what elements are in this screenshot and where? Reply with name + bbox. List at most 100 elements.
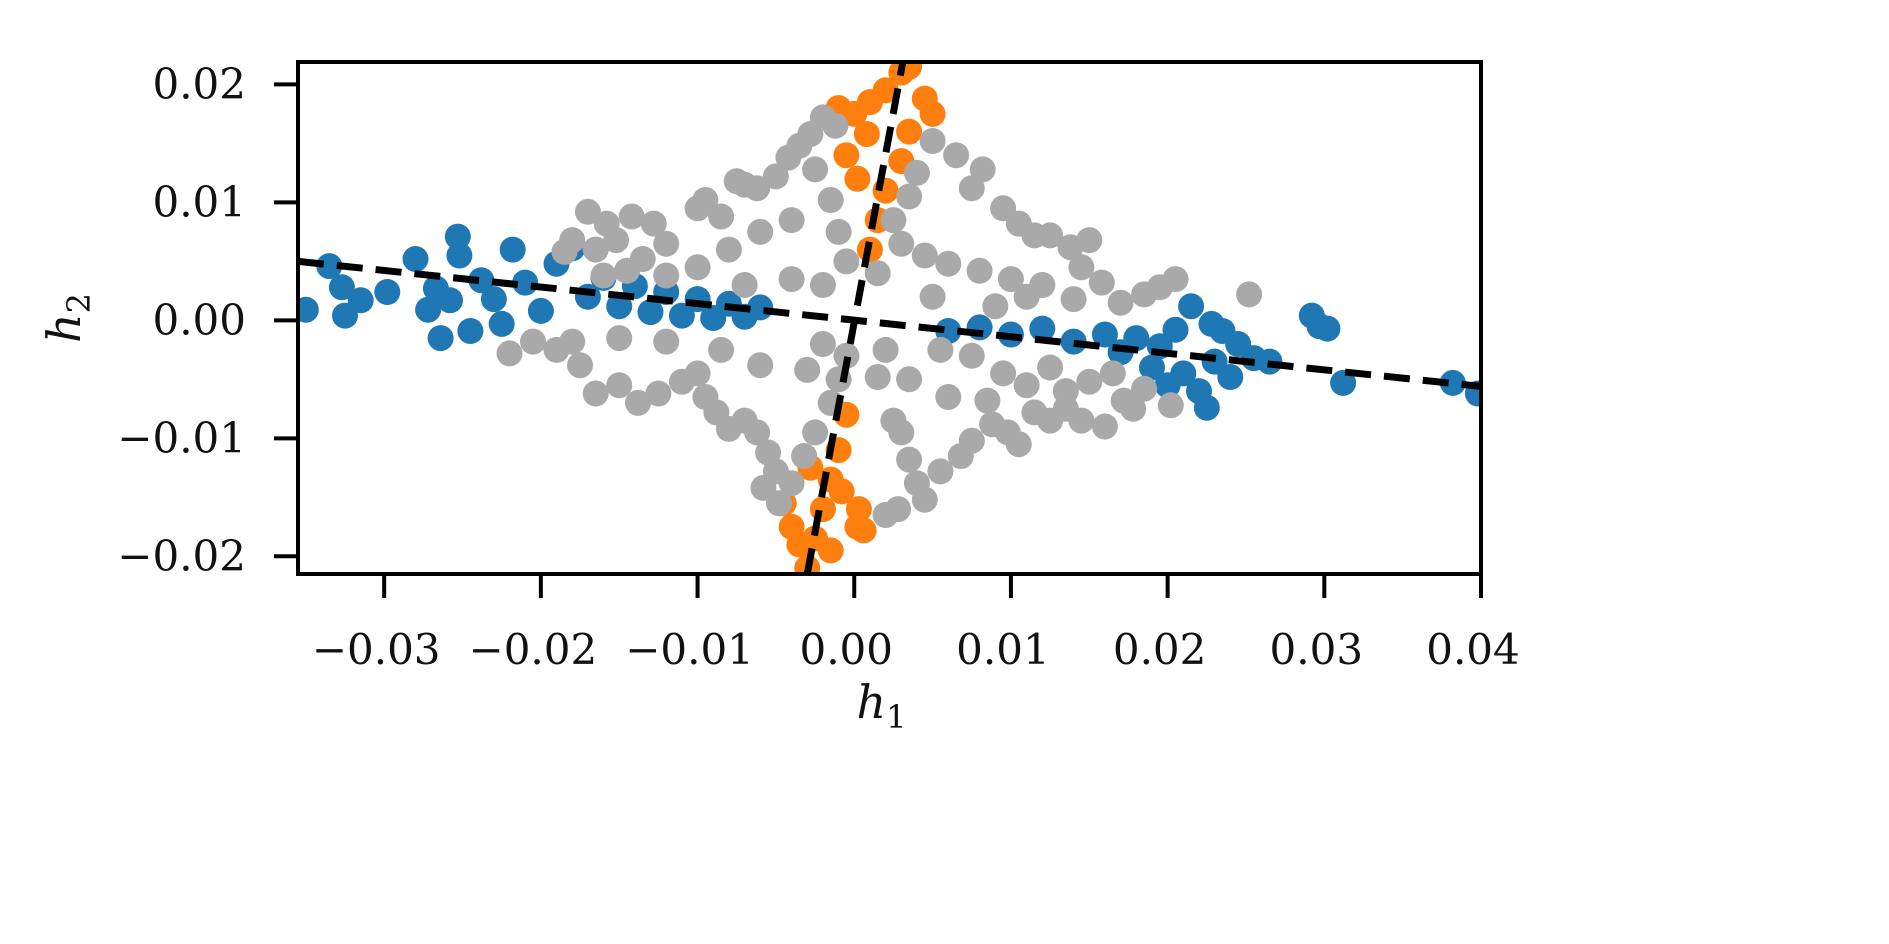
y-axis-ticks: −0.02 −0.01 0.00 0.01 0.02 <box>117 59 298 580</box>
data-point <box>903 159 930 186</box>
data-point <box>708 336 735 363</box>
data-point <box>1060 328 1087 355</box>
data-point <box>444 223 471 250</box>
data-point <box>640 210 667 237</box>
data-point <box>896 118 923 145</box>
data-point <box>825 218 852 245</box>
data-point <box>982 293 1009 320</box>
data-point <box>715 236 742 263</box>
data-point <box>802 419 829 446</box>
data-point <box>1314 315 1341 342</box>
data-point <box>888 419 915 446</box>
y-tick-label: 0.00 <box>152 295 246 344</box>
data-point <box>1162 266 1189 293</box>
data-point <box>911 486 938 513</box>
data-point <box>1076 227 1103 254</box>
data-point <box>488 310 515 337</box>
x-axis-label: h1 <box>857 675 907 736</box>
data-point <box>1099 360 1126 387</box>
data-point <box>402 246 429 272</box>
data-point <box>684 360 711 387</box>
dashed-lines-layer <box>298 62 1481 574</box>
data-point <box>625 389 651 416</box>
y-tick-label: −0.01 <box>117 413 246 462</box>
data-point <box>1107 289 1134 316</box>
data-point <box>1013 372 1040 399</box>
data-point <box>559 328 586 355</box>
data-point <box>943 142 970 169</box>
data-point <box>692 187 719 213</box>
data-point <box>347 287 374 314</box>
data-point <box>896 366 923 393</box>
x-tick-label: 0.01 <box>956 625 1050 674</box>
data-point <box>966 257 993 284</box>
data-point <box>1013 283 1040 310</box>
data-point <box>919 128 946 154</box>
data-point <box>708 203 735 230</box>
data-point <box>1217 364 1244 390</box>
data-point <box>603 227 630 254</box>
data-point <box>778 207 805 234</box>
dashed-line-1 <box>803 62 907 574</box>
x-axis-ticks: −0.03 −0.02 −0.01 0.00 0.01 0.02 0.03 0.04 <box>312 574 1520 674</box>
data-point <box>328 274 355 301</box>
x-tick-label: −0.02 <box>469 625 598 674</box>
data-point <box>747 352 774 379</box>
x-tick-label: 0.02 <box>1113 625 1207 674</box>
data-point <box>833 342 860 369</box>
data-point <box>778 266 805 293</box>
data-point <box>527 297 554 324</box>
y-axis-label: h2 <box>37 293 98 343</box>
data-point <box>833 142 860 169</box>
data-point <box>1162 316 1189 343</box>
data-point <box>1037 222 1064 249</box>
data-point <box>911 242 938 269</box>
data-point <box>653 262 680 289</box>
data-point <box>817 537 844 564</box>
data-point <box>744 419 771 446</box>
y-axis-label-base: h <box>37 313 91 343</box>
data-point <box>457 318 484 344</box>
data-point <box>747 218 774 245</box>
data-point <box>1330 369 1357 396</box>
data-point <box>374 279 401 305</box>
x-axis-label-base: h <box>857 675 887 729</box>
data-point <box>1139 354 1165 381</box>
data-point <box>668 302 695 329</box>
data-point <box>872 502 899 528</box>
y-tick-label: 0.01 <box>152 177 246 226</box>
data-point <box>1088 269 1115 296</box>
data-point <box>766 490 792 517</box>
data-point <box>1193 394 1220 421</box>
data-point <box>762 163 789 190</box>
data-point <box>415 296 442 323</box>
data-point <box>1037 354 1064 381</box>
data-point <box>896 446 923 473</box>
data-point <box>316 253 343 280</box>
data-point <box>927 336 954 363</box>
data-point <box>653 328 680 355</box>
data-point <box>606 372 633 399</box>
data-point <box>1052 378 1079 405</box>
data-point <box>520 328 546 355</box>
data-point <box>1131 375 1158 402</box>
data-point <box>744 175 771 202</box>
data-point <box>1236 281 1263 308</box>
data-point <box>919 100 946 127</box>
data-point <box>809 331 836 357</box>
data-point <box>1005 431 1032 458</box>
data-point <box>653 230 680 257</box>
data-point <box>872 177 899 204</box>
data-point <box>437 287 463 314</box>
data-point <box>582 236 609 263</box>
data-point <box>747 294 774 321</box>
data-point <box>927 458 954 485</box>
data-point <box>1076 368 1103 395</box>
data-point <box>1170 360 1197 387</box>
data-point <box>480 286 507 313</box>
data-point <box>606 325 633 352</box>
data-point <box>1091 413 1118 440</box>
data-point <box>853 121 880 147</box>
